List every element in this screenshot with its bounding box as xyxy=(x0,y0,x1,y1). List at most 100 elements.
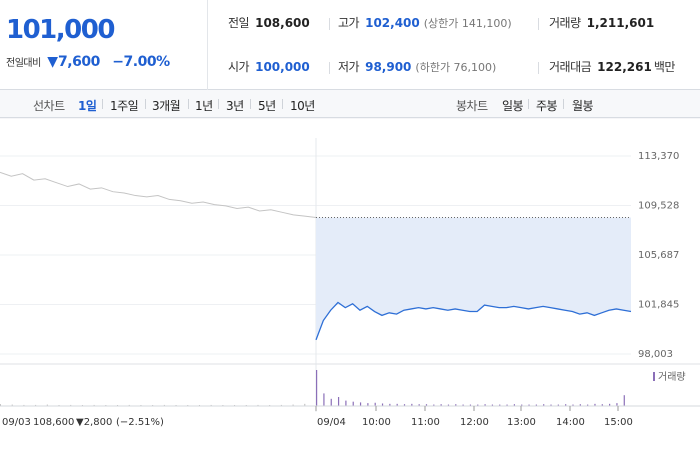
volume-bar xyxy=(543,404,545,406)
volume-bar xyxy=(499,404,501,406)
volume-bar xyxy=(616,403,618,406)
volume-legend-swatch xyxy=(653,372,655,381)
tab-monthly[interactable]: 월봉 xyxy=(572,99,594,113)
tab-daily[interactable]: 일봉 xyxy=(502,99,524,113)
volume-bar xyxy=(469,404,472,406)
volume-bar xyxy=(359,402,362,406)
tab-separator xyxy=(528,99,529,109)
tab-separator xyxy=(102,99,103,109)
volume-bar xyxy=(528,404,530,406)
tab-separator xyxy=(282,99,283,109)
volume-bar xyxy=(11,404,13,406)
stat-volume: 거래량 1,211,601 xyxy=(549,16,654,30)
divider xyxy=(329,62,330,74)
tab-separator xyxy=(218,99,219,109)
stat-unit: 백만 xyxy=(653,60,676,74)
stat-value: 98,900 xyxy=(365,60,412,74)
tab-separator xyxy=(188,99,189,109)
x-tick-label: 11:00 xyxy=(411,417,440,428)
x-tick-label: 14:00 xyxy=(556,417,585,428)
volume-bar xyxy=(292,404,294,406)
volume-bar xyxy=(0,404,1,406)
volume-bar xyxy=(374,402,376,406)
y-tick-label: 98,003 xyxy=(638,349,673,360)
volume-bar xyxy=(330,398,332,406)
volume-bar xyxy=(345,400,347,406)
stat-label: 시가 xyxy=(228,60,250,74)
stat-value: 122,261 xyxy=(597,60,652,74)
volume-bar xyxy=(609,403,611,406)
volume-bar xyxy=(521,404,523,406)
line-chart-label: 선차트 xyxy=(33,99,65,113)
volume-bar xyxy=(418,404,420,406)
volume-bar xyxy=(70,404,72,406)
volume-bar xyxy=(323,393,325,406)
quote-panel: 101,000 전일대비 ▼7,600 −7.00% 전일 108,600 고가 1… xyxy=(0,0,700,90)
stat-prev-close: 전일 108,600 xyxy=(228,16,310,30)
volume-bar xyxy=(462,404,464,406)
prev-day-change: ▼2,800 xyxy=(76,417,112,428)
tab-separator xyxy=(145,99,146,109)
tab-1year[interactable]: 1년 xyxy=(195,99,213,113)
volume-bar xyxy=(601,404,603,406)
stat-trade-value: 거래대금 122,261 백만 xyxy=(549,60,681,74)
price-lines xyxy=(0,171,632,341)
stat-value: 100,000 xyxy=(255,60,310,74)
stat-label: 거래량 xyxy=(549,16,581,30)
tab-separator xyxy=(563,99,564,109)
down-arrow-icon: ▼ xyxy=(47,54,59,70)
volume-bar xyxy=(491,404,494,406)
prev-day-close: 108,600 xyxy=(33,417,74,428)
tab-10year[interactable]: 10년 xyxy=(290,99,315,113)
volume-bar xyxy=(587,404,589,406)
volume-bar xyxy=(455,404,457,406)
current-price: 101,000 xyxy=(6,15,115,45)
chart-period-tabbar: 선차트 1일 1주일 3개월 1년 3년 5년 10년 봉차트 일봉 주봉 월봉 xyxy=(0,90,700,118)
volume-bar xyxy=(477,404,479,406)
volume-bar xyxy=(572,404,574,406)
tab-1day[interactable]: 1일 xyxy=(78,99,97,113)
volume-bar xyxy=(163,404,165,406)
x-tick-label: 15:00 xyxy=(604,417,633,428)
volume-bar xyxy=(565,404,567,406)
stat-sub: (상한가 141,100) xyxy=(423,17,512,30)
stat-label: 저가 xyxy=(338,60,360,74)
volume-legend-label: 거래량 xyxy=(658,371,686,383)
volume-bar xyxy=(396,403,398,406)
volume-bar xyxy=(579,404,581,406)
stat-value: 102,400 xyxy=(365,16,420,30)
tab-weekly[interactable]: 주봉 xyxy=(536,99,558,113)
x-axis: 09/03 108,600 ▼2,800 (−2.51%) 09/04 10:00 11:0… xyxy=(0,405,700,428)
price-box: 101,000 전일대비 ▼7,600 −7.00% xyxy=(0,0,208,90)
prev-day-price-line xyxy=(0,171,317,218)
tab-5year[interactable]: 5년 xyxy=(258,99,276,113)
stat-label: 고가 xyxy=(338,16,360,30)
volume-bar xyxy=(304,403,306,406)
volume-bar xyxy=(352,401,354,406)
prev-day-date: 09/03 xyxy=(2,417,31,428)
volume-bar xyxy=(550,404,552,406)
y-tick-label: 113,370 xyxy=(638,151,679,162)
tab-3year[interactable]: 3년 xyxy=(226,99,244,113)
volume-bar xyxy=(381,403,384,406)
volume-bar xyxy=(594,403,596,406)
stat-low: 저가 98,900 (하한가 76,100) xyxy=(338,60,496,74)
volume-bar xyxy=(403,404,406,406)
volume-bar xyxy=(257,404,259,406)
volume-bar xyxy=(425,404,428,406)
intraday-price-chart[interactable]: 113,370 109,528 105,687 101,845 98,003 거래량 0… xyxy=(0,118,700,450)
tab-1week[interactable]: 1주일 xyxy=(110,99,139,113)
y-axis-labels: 113,370 109,528 105,687 101,845 98,003 xyxy=(638,151,679,360)
x-tick-label: 12:00 xyxy=(460,417,489,428)
change-label: 전일대비 xyxy=(6,58,41,69)
prev-day-rate: (−2.51%) xyxy=(116,417,164,428)
stat-value: 1,211,601 xyxy=(586,16,655,30)
y-tick-label: 105,687 xyxy=(638,250,679,261)
volume-bar xyxy=(316,370,318,406)
divider xyxy=(538,18,539,30)
volume-bar xyxy=(535,404,537,406)
today-date: 09/04 xyxy=(317,417,346,428)
volume-bar xyxy=(506,404,508,406)
tab-3month[interactable]: 3개월 xyxy=(152,99,181,113)
volume-bar xyxy=(389,403,391,406)
